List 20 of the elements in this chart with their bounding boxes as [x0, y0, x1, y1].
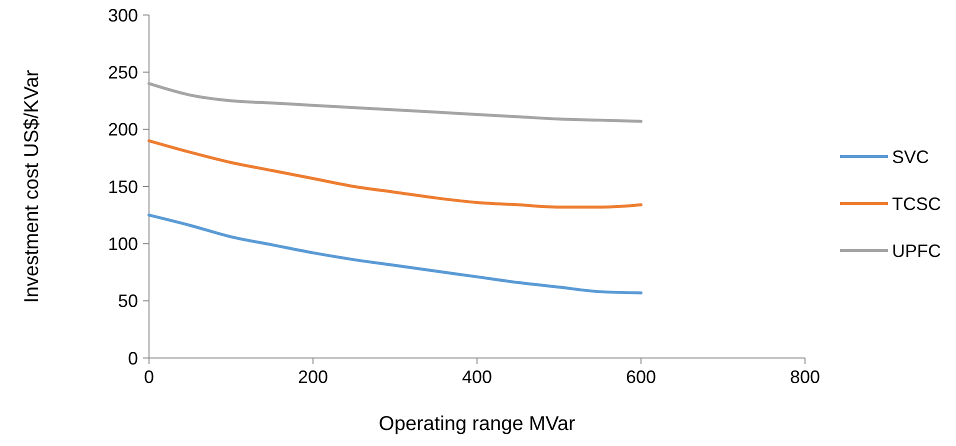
- x-tick-label: 200: [298, 367, 328, 387]
- y-tick-label: 0: [128, 348, 138, 368]
- legend-label: UPFC: [892, 240, 941, 261]
- y-axis-title: Investment cost US$/KVar: [21, 70, 43, 304]
- legend-label: TCSC: [892, 194, 941, 214]
- y-tick-label: 150: [108, 176, 138, 197]
- legend-label: SVC: [892, 146, 930, 167]
- x-tick-label: 600: [626, 367, 656, 387]
- y-tick-label: 300: [108, 5, 138, 26]
- line-series: [148, 139, 642, 209]
- x-axis-title: Operating range MVar: [378, 413, 576, 435]
- line-series: [148, 82, 642, 123]
- x-tick-label: 800: [790, 367, 820, 387]
- y-tick-label: 50: [118, 291, 138, 312]
- y-tick-label: 100: [108, 234, 138, 254]
- x-tick-label: 400: [462, 367, 492, 387]
- line-series: [148, 214, 642, 294]
- y-tick-label: 250: [108, 62, 138, 82]
- x-tick-label: 0: [144, 367, 154, 387]
- y-tick-label: 200: [108, 120, 138, 140]
